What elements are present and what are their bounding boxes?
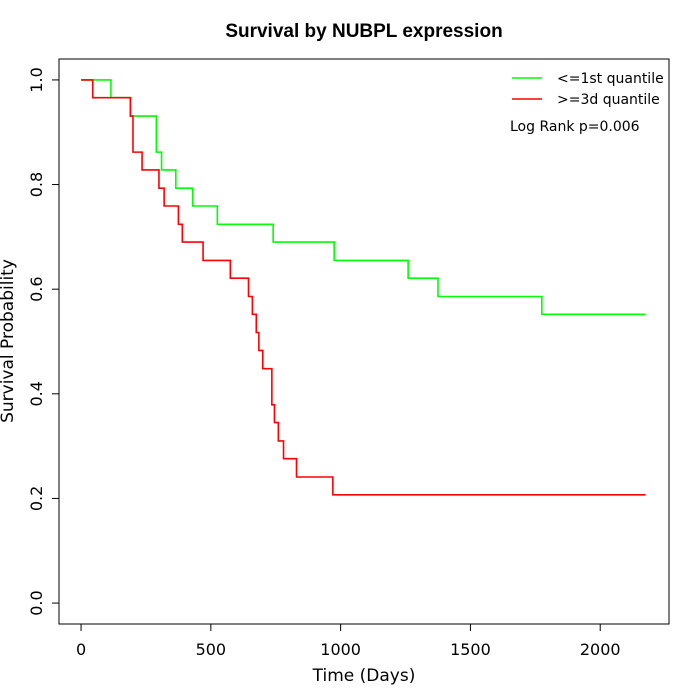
legend-label-high: >=3d quantile — [557, 92, 660, 108]
legend-label-low: <=1st quantile — [557, 71, 664, 87]
x-axis-label: Time (Days) — [312, 666, 416, 686]
x-axis: 0 500 1000 1500 2000 — [76, 623, 621, 659]
legend: <=1st quantile >=3d quantile — [512, 71, 664, 108]
series-layer — [81, 79, 646, 496]
chart-title: Survival by NUBPL expression — [225, 21, 502, 42]
x-tick-label: 0 — [76, 640, 86, 659]
x-tick-label: 1000 — [320, 640, 361, 659]
plot-frame — [58, 58, 670, 625]
survival-curve-series-0 — [81, 79, 646, 316]
y-tick-label: 0.4 — [27, 381, 46, 406]
y-tick-label: 0.0 — [27, 590, 46, 615]
y-tick-label: 1.0 — [27, 67, 46, 92]
y-axis-label: Survival Probability — [0, 259, 18, 423]
survival-curve-series-1 — [81, 79, 646, 496]
y-tick-label: 0.2 — [27, 486, 46, 511]
y-tick-label: 0.8 — [27, 172, 46, 197]
y-axis: 0.0 0.2 0.4 0.6 0.8 1.0 — [27, 67, 60, 616]
x-tick-label: 2000 — [580, 640, 621, 659]
log-rank-annotation: Log Rank p=0.006 — [510, 119, 640, 135]
y-tick-label: 0.6 — [27, 276, 46, 301]
x-tick-label: 1500 — [450, 640, 491, 659]
x-tick-label: 500 — [196, 640, 227, 659]
